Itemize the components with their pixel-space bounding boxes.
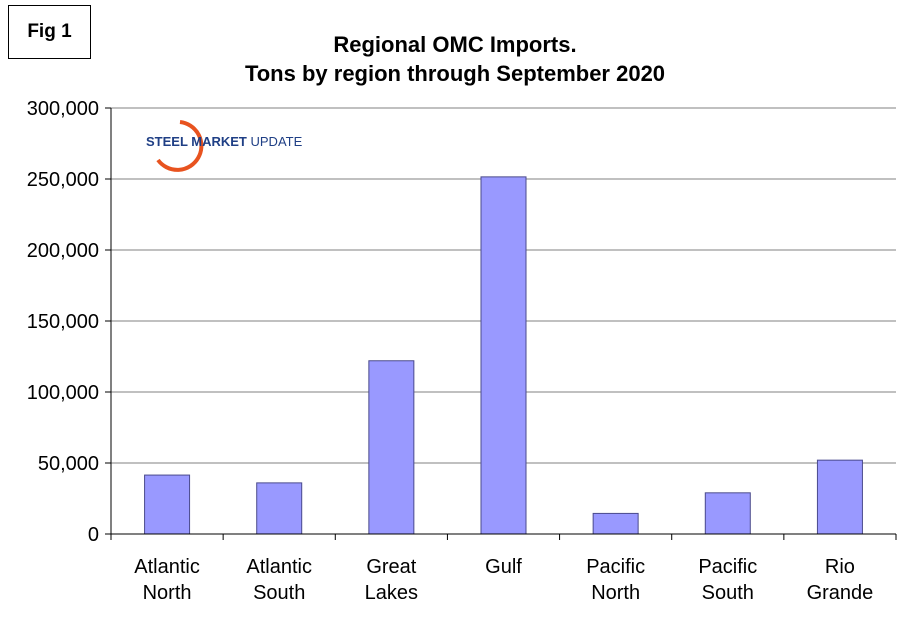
y-tick-label: 0 [88,524,99,546]
bar [704,492,751,535]
svg-text:STEEL MARKET UPDATE: STEEL MARKET UPDATE [146,134,303,149]
bar [256,482,303,535]
y-axis-ticks: 0 50,000 100,000 150,000 200,000 250,000 300,0… [27,98,99,546]
y-tick-label: 100,000 [27,382,99,404]
x-tick-label: Pacific North [586,556,645,604]
x-tick-label: Gulf [485,556,522,578]
y-tick-label: 250,000 [27,169,99,191]
x-tick-label-line: Grande [807,582,874,604]
logo-text-plain: UPDATE [247,134,303,149]
steel-market-update-logo: STEEL MARKET UPDATE [146,120,303,172]
y-tick-label: 300,000 [27,98,99,120]
x-tick-label: Rio Grande [807,556,874,604]
bar [368,360,415,535]
x-tick-label-line: North [143,582,192,604]
x-tick-label-line: Pacific [698,556,757,578]
x-axis-ticks: Atlantic North Atlantic South Great Lakes Gulf… [134,556,873,604]
x-tick-label-line: Great [366,556,416,578]
y-tick-label: 200,000 [27,240,99,262]
x-tick-label-line: North [591,582,640,604]
figure-label: Fig 1 [8,5,91,59]
axes [105,107,897,540]
x-tick-label-line: South [702,582,754,604]
bars [144,176,863,535]
chart-title-line-1: Regional OMC Imports. [333,32,576,57]
x-tick-label: Pacific South [698,556,757,604]
x-tick-label: Atlantic North [134,556,200,604]
x-tick-label-line: Atlantic [246,556,312,578]
logo-text-bold: STEEL MARKET [146,134,247,149]
bar [480,176,527,535]
x-tick-label: Atlantic South [246,556,312,604]
bar [592,512,639,535]
bar [144,474,191,535]
chart-title-line-2: Tons by region through September 2020 [245,61,665,86]
x-tick-label-line: Gulf [485,556,522,578]
x-tick-label-line: Pacific [586,556,645,578]
x-tick-label-line: Lakes [365,582,418,604]
x-tick-label-line: Rio [825,556,855,578]
y-tick-label: 50,000 [38,453,99,475]
logo-swoosh-icon [156,120,204,172]
bar [816,459,863,535]
y-tick-label: 150,000 [27,311,99,333]
x-tick-label: Great Lakes [365,556,418,604]
x-tick-label-line: Atlantic [134,556,200,578]
x-tick-label-line: South [253,582,305,604]
